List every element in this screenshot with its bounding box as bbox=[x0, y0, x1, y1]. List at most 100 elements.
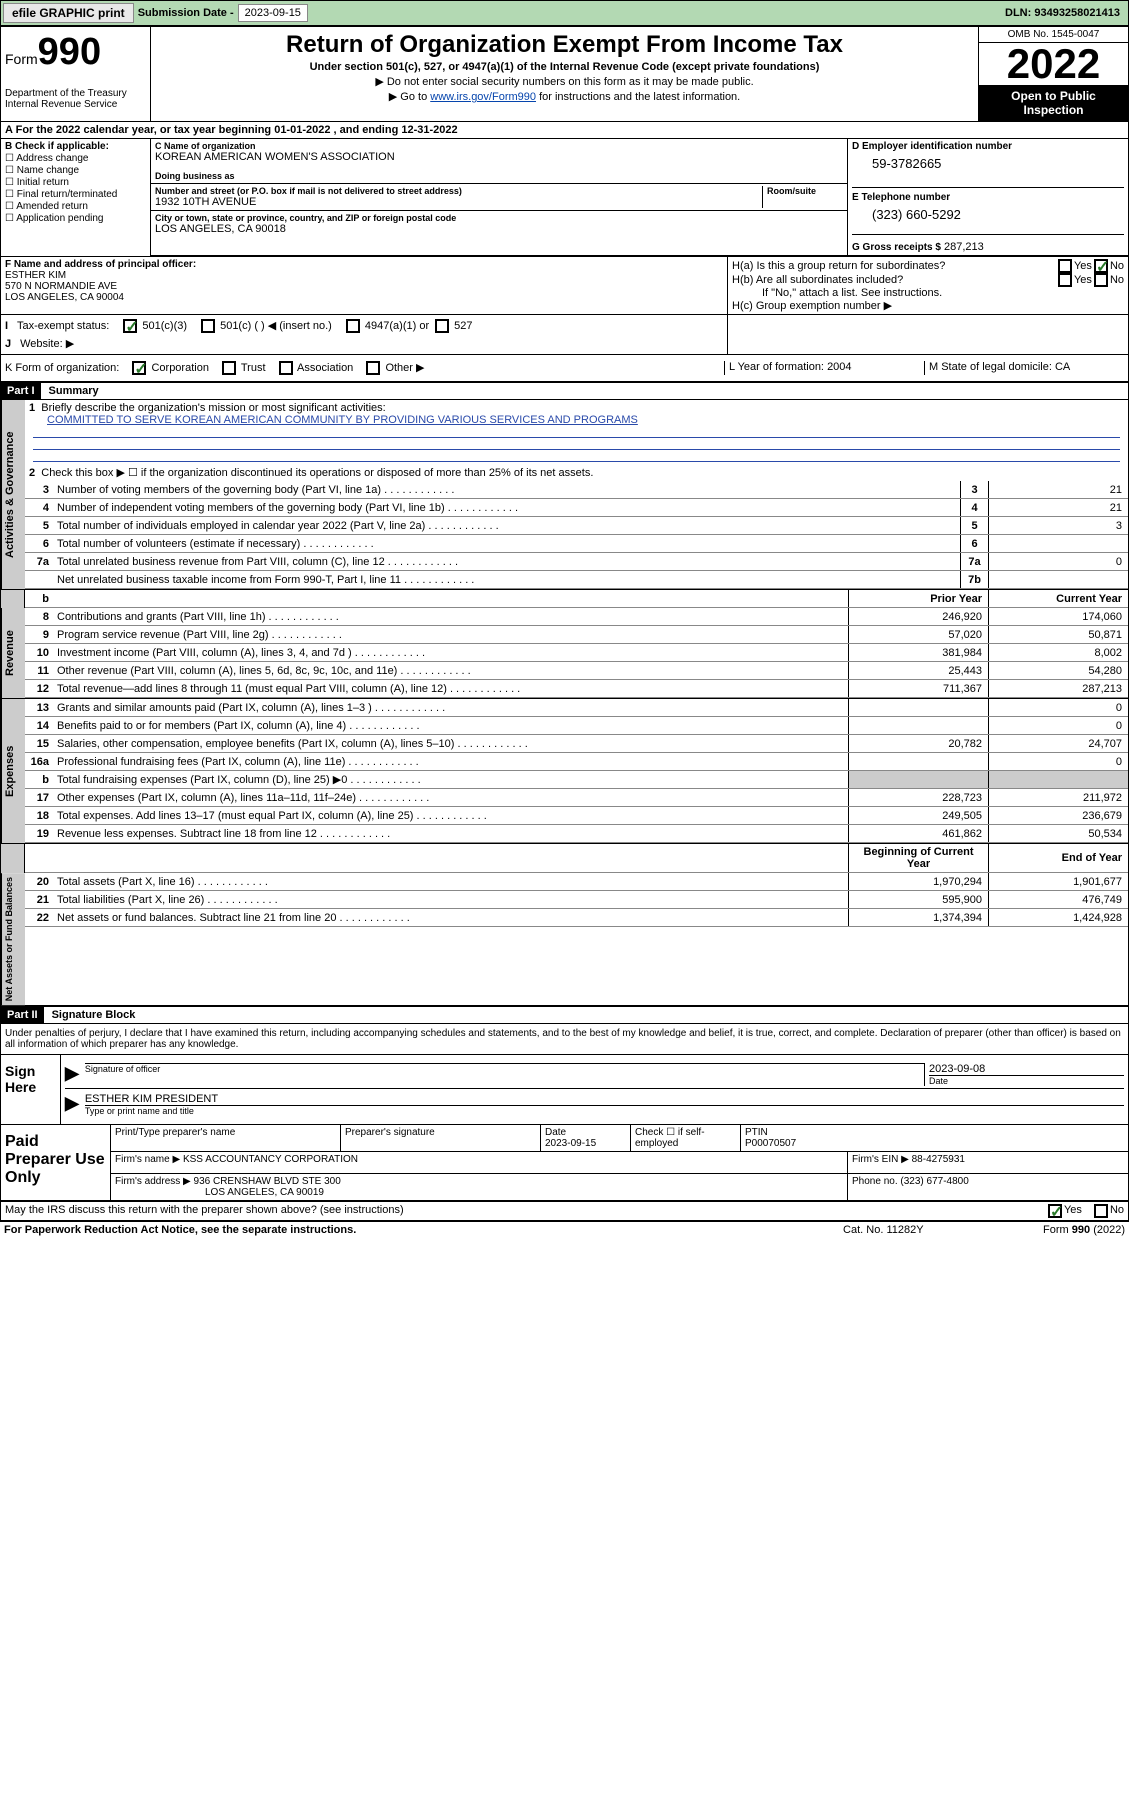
chk-amended[interactable]: ☐ Amended return bbox=[5, 201, 146, 212]
discuss-no-checkbox[interactable] bbox=[1094, 1204, 1108, 1218]
submission-label: Submission Date - bbox=[138, 7, 234, 19]
box-b: B Check if applicable: ☐ Address change … bbox=[1, 139, 151, 256]
org-name-label: C Name of organization bbox=[155, 141, 843, 151]
firm-phone: (323) 677-4800 bbox=[900, 1176, 968, 1187]
sig-officer-label: Signature of officer bbox=[85, 1063, 924, 1086]
ha-yes-checkbox[interactable] bbox=[1058, 259, 1072, 273]
sign-here-label: Sign Here bbox=[1, 1055, 61, 1124]
year-formation-label: L Year of formation: bbox=[729, 361, 824, 373]
sig-date-label: Date bbox=[929, 1075, 1124, 1086]
firm-ein: 88-4275931 bbox=[912, 1154, 965, 1165]
top-toolbar: efile GRAPHIC print Submission Date - 20… bbox=[0, 0, 1129, 26]
vtab-expenses: Expenses bbox=[1, 699, 25, 843]
city-state-zip: LOS ANGELES, CA 90018 bbox=[155, 223, 843, 235]
part2-title: Signature Block bbox=[44, 1007, 144, 1023]
ein-label: D Employer identification number bbox=[852, 141, 1124, 152]
data-line: 10 Investment income (Part VIII, column … bbox=[25, 644, 1128, 662]
part1-title: Summary bbox=[41, 383, 107, 399]
chk-other[interactable] bbox=[366, 361, 380, 375]
sign-arrow-icon-2: ▶ bbox=[65, 1093, 79, 1116]
domicile-label: M State of legal domicile: bbox=[929, 361, 1052, 373]
discuss-yes-checkbox[interactable] bbox=[1048, 1204, 1062, 1218]
data-line: 20 Total assets (Part X, line 16) 1,970,… bbox=[25, 873, 1128, 891]
street-address: 1932 10TH AVENUE bbox=[155, 196, 762, 208]
gov-line: 7a Total unrelated business revenue from… bbox=[25, 553, 1128, 571]
form-footer: Form 990 (2022) bbox=[1043, 1224, 1125, 1236]
efile-button[interactable]: efile GRAPHIC print bbox=[3, 3, 134, 23]
form-990: Form990 Department of the Treasury Inter… bbox=[0, 26, 1129, 1222]
data-line: 22 Net assets or fund balances. Subtract… bbox=[25, 909, 1128, 927]
sign-arrow-icon: ▶ bbox=[65, 1063, 79, 1086]
sig-date: 2023-09-08 bbox=[929, 1063, 1124, 1075]
vtab-net-assets: Net Assets or Fund Balances bbox=[1, 873, 25, 1005]
room-label: Room/suite bbox=[767, 186, 843, 196]
officer-addr2: LOS ANGELES, CA 90004 bbox=[5, 292, 723, 303]
data-line: 13 Grants and similar amounts paid (Part… bbox=[25, 699, 1128, 717]
cat-number: Cat. No. 11282Y bbox=[843, 1224, 1043, 1236]
chk-final-return[interactable]: ☐ Final return/terminated bbox=[5, 189, 146, 200]
hb-yes-checkbox[interactable] bbox=[1058, 273, 1072, 287]
hb-label: H(b) Are all subordinates included? bbox=[732, 274, 1056, 286]
chk-corp[interactable] bbox=[132, 361, 146, 375]
chk-app-pending[interactable]: ☐ Application pending bbox=[5, 213, 146, 224]
data-line: 18 Total expenses. Add lines 13–17 (must… bbox=[25, 807, 1128, 825]
gov-line: 4 Number of independent voting members o… bbox=[25, 499, 1128, 517]
paperwork-notice: For Paperwork Reduction Act Notice, see … bbox=[4, 1224, 843, 1236]
gov-line: 6 Total number of volunteers (estimate i… bbox=[25, 535, 1128, 553]
part2-header: Part II bbox=[1, 1007, 44, 1023]
period-a-label: A bbox=[5, 124, 16, 136]
subtitle-2: ▶ Do not enter social security numbers o… bbox=[155, 75, 974, 88]
data-line: b Total fundraising expenses (Part IX, c… bbox=[25, 771, 1128, 789]
gov-line: 3 Number of voting members of the govern… bbox=[25, 481, 1128, 499]
instructions-link[interactable]: www.irs.gov/Form990 bbox=[430, 91, 536, 103]
vtab-revenue: Revenue bbox=[1, 608, 25, 698]
data-line: 19 Revenue less expenses. Subtract line … bbox=[25, 825, 1128, 843]
phone-value: (323) 660-5292 bbox=[852, 203, 1124, 222]
dba-label: Doing business as bbox=[155, 171, 843, 181]
data-line: 16a Professional fundraising fees (Part … bbox=[25, 753, 1128, 771]
current-year-header: Current Year bbox=[988, 590, 1128, 607]
chk-name-change[interactable]: ☐ Name change bbox=[5, 165, 146, 176]
prep-sig-label: Preparer's signature bbox=[341, 1125, 541, 1151]
self-employed: Check ☐ if self-employed bbox=[631, 1125, 741, 1151]
chk-initial-return[interactable]: ☐ Initial return bbox=[5, 177, 146, 188]
chk-527[interactable] bbox=[435, 319, 449, 333]
name-title-label: Type or print name and title bbox=[85, 1105, 1124, 1116]
chk-501c[interactable] bbox=[201, 319, 215, 333]
data-line: 17 Other expenses (Part IX, column (A), … bbox=[25, 789, 1128, 807]
tax-status-label: Tax-exempt status: bbox=[17, 320, 109, 332]
ha-no-checkbox[interactable] bbox=[1094, 259, 1108, 273]
chk-4947[interactable] bbox=[346, 319, 360, 333]
org-name: KOREAN AMERICAN WOMEN'S ASSOCIATION bbox=[155, 151, 843, 163]
prep-date: 2023-09-15 bbox=[545, 1138, 596, 1149]
part1-header: Part I bbox=[1, 383, 41, 399]
dept-label: Department of the Treasury Internal Reve… bbox=[5, 88, 146, 110]
data-line: 15 Salaries, other compensation, employe… bbox=[25, 735, 1128, 753]
ptin: P00070507 bbox=[745, 1138, 796, 1149]
subtitle-1: Under section 501(c), 527, or 4947(a)(1)… bbox=[155, 61, 974, 73]
data-line: 11 Other revenue (Part VIII, column (A),… bbox=[25, 662, 1128, 680]
data-line: 9 Program service revenue (Part VIII, li… bbox=[25, 626, 1128, 644]
hb-no-checkbox[interactable] bbox=[1094, 273, 1108, 287]
form-number: Form990 bbox=[5, 31, 146, 74]
data-line: 12 Total revenue—add lines 8 through 11 … bbox=[25, 680, 1128, 698]
chk-address-change[interactable]: ☐ Address change bbox=[5, 153, 146, 164]
declaration-text: Under penalties of perjury, I declare th… bbox=[1, 1024, 1128, 1055]
officer-label: F Name and address of principal officer: bbox=[5, 259, 723, 270]
chk-trust[interactable] bbox=[222, 361, 236, 375]
tax-year: 2022 bbox=[979, 43, 1128, 85]
q2-text: Check this box ▶ ☐ if the organization d… bbox=[41, 467, 593, 479]
firm-name: KSS ACCOUNTANCY CORPORATION bbox=[183, 1154, 358, 1165]
officer-name: ESTHER KIM bbox=[5, 270, 723, 281]
discuss-question: May the IRS discuss this return with the… bbox=[5, 1204, 1046, 1218]
eoy-header: End of Year bbox=[988, 844, 1128, 872]
hc-label: H(c) Group exemption number ▶ bbox=[732, 299, 1124, 312]
officer-addr1: 570 N NORMANDIE AVE bbox=[5, 281, 723, 292]
firm-addr2: LOS ANGELES, CA 90019 bbox=[115, 1187, 324, 1198]
submission-date: 2023-09-15 bbox=[238, 4, 308, 22]
gov-line: 5 Total number of individuals employed i… bbox=[25, 517, 1128, 535]
prep-name-label: Print/Type preparer's name bbox=[111, 1125, 341, 1151]
paid-preparer-label: Paid Preparer Use Only bbox=[1, 1125, 111, 1200]
chk-501c3[interactable] bbox=[123, 319, 137, 333]
chk-assoc[interactable] bbox=[279, 361, 293, 375]
